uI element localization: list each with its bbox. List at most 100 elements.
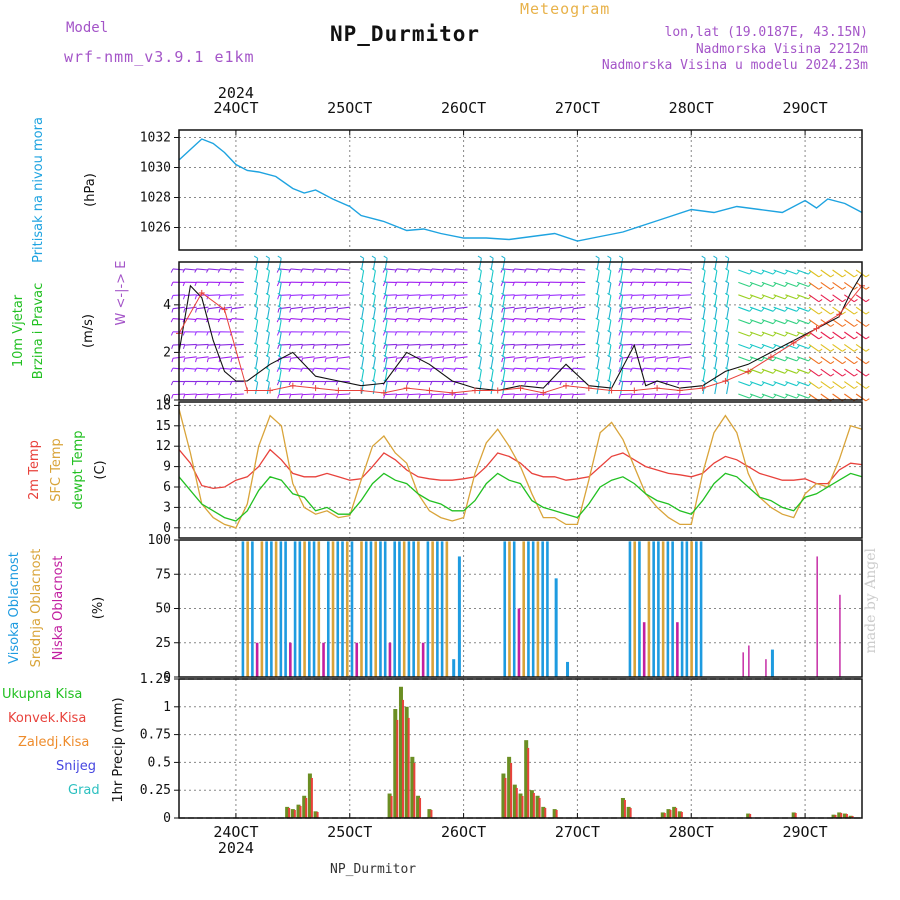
- wind-barb: [502, 367, 515, 370]
- cloud-bar: [308, 541, 311, 677]
- wind-barb: [278, 332, 282, 345]
- wind-barb: [337, 343, 350, 346]
- wind-barb-tick: [276, 381, 280, 386]
- cloud-bar: [652, 541, 655, 677]
- wind-barb: [785, 393, 797, 399]
- wind-barb-tick: [796, 369, 800, 374]
- wind-barb: [797, 306, 809, 312]
- wind-barb-tick: [618, 379, 623, 383]
- wind-barb: [514, 367, 527, 370]
- wind-barb-tick: [618, 358, 621, 363]
- wind-barb: [844, 319, 855, 327]
- wind-barb-tick: [442, 344, 445, 349]
- wind-barb-tick: [607, 268, 612, 272]
- wind-barb: [808, 381, 820, 389]
- cloud-bar: [355, 642, 359, 677]
- wind-barb-tick: [853, 361, 858, 365]
- cloud-bar: [671, 541, 674, 677]
- wind-barb: [526, 367, 539, 370]
- wind-barb-tick: [865, 385, 870, 389]
- wind-barb: [667, 268, 680, 271]
- wind-barb: [396, 367, 409, 370]
- y-tick-label: 0: [163, 393, 171, 408]
- wind-barb-tick: [512, 331, 515, 336]
- wind-barb-tick: [394, 381, 398, 386]
- wind-barb-tick: [559, 381, 562, 386]
- wind-barb: [797, 331, 809, 337]
- wind-barb: [608, 344, 612, 357]
- wind-barb: [231, 318, 244, 321]
- wind-barb: [797, 294, 809, 300]
- wind-barb-tick: [276, 282, 280, 287]
- cloud-bar: [407, 541, 411, 677]
- x-tick-label-bottom: 26OCT: [441, 823, 486, 841]
- wind-barb: [832, 269, 843, 278]
- wind-barb: [396, 343, 409, 346]
- wind-barb-tick: [288, 381, 292, 386]
- wind-barb: [290, 294, 303, 296]
- wind-barb-tick: [560, 358, 563, 363]
- wind-barb: [726, 357, 730, 370]
- wind-barb-tick: [300, 381, 303, 386]
- wind-barb-tick: [230, 394, 233, 399]
- wind-barb: [773, 343, 786, 350]
- wind-barb-tick: [336, 308, 339, 313]
- wind-barb: [502, 270, 506, 283]
- wind-barb-tick: [371, 354, 376, 358]
- wind-barb: [431, 318, 445, 321]
- wind-barb: [314, 318, 327, 321]
- wind-barb-tick: [453, 367, 457, 372]
- wind-barb: [608, 369, 612, 382]
- wind-barb-tick: [441, 367, 445, 372]
- wind-barb-tick: [630, 358, 633, 363]
- cloud-bar: [816, 556, 818, 677]
- precip-bar: [535, 795, 540, 818]
- wind-barb-tick: [629, 268, 633, 273]
- wind-barb-tick: [477, 367, 482, 371]
- wind-barb: [855, 294, 867, 303]
- x-tick-label-top: 25OCT: [327, 99, 372, 117]
- wind-barb: [632, 306, 645, 310]
- wind-axis-title-2: Brzina i Pravac: [31, 283, 46, 380]
- wind-barb: [478, 320, 482, 333]
- wind-barb: [620, 270, 624, 283]
- cloud-bar: [839, 594, 841, 677]
- wind-barb: [785, 356, 797, 362]
- wind-barb-tick: [665, 367, 668, 372]
- wind-barb: [738, 331, 750, 337]
- y-tick-label: 0.5: [148, 755, 171, 770]
- elevation-readout: Nadmorska Visina 2212m: [695, 42, 868, 57]
- wind-barb-tick: [336, 358, 339, 363]
- wind-barb-tick: [713, 280, 718, 284]
- wind-barb-tick: [336, 344, 339, 349]
- wind-barb-tick: [548, 394, 551, 399]
- wind-barb-tick: [761, 369, 765, 374]
- wind-barb-tick: [796, 295, 800, 300]
- wind-barb-tick: [559, 318, 562, 323]
- wind-barb: [396, 318, 409, 321]
- wind-barb-tick: [430, 295, 433, 300]
- wind-barb-tick: [677, 295, 680, 300]
- wind-barb-tick: [512, 295, 515, 300]
- wind-barb: [738, 381, 750, 387]
- precip-bar-convective: [845, 813, 848, 818]
- wind-barb: [573, 294, 586, 296]
- wind-barb-tick: [571, 358, 574, 363]
- precip-bar-convective: [510, 762, 513, 818]
- wind-barb: [360, 382, 365, 395]
- wind-barb-tick: [607, 255, 612, 259]
- wind-barb-tick: [713, 354, 718, 358]
- wind-barb-tick: [547, 268, 551, 273]
- wind-barb-tick: [677, 268, 680, 273]
- wind-barb: [761, 393, 774, 399]
- wind-barb: [537, 367, 550, 370]
- wind-barb: [620, 320, 624, 333]
- wind-barb: [820, 281, 831, 290]
- wind-barb-tick: [749, 283, 753, 287]
- wind-barb-tick: [749, 307, 753, 312]
- wind-barb-tick: [194, 394, 197, 399]
- wind-barb: [526, 294, 539, 296]
- wind-barb: [360, 270, 365, 283]
- cloud-bar: [522, 541, 525, 677]
